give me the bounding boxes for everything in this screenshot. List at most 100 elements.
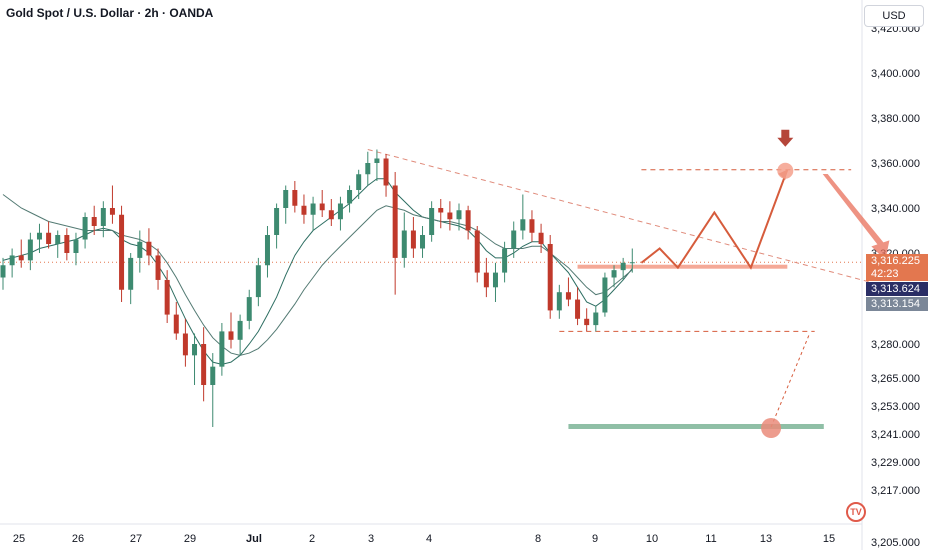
projection-path — [640, 169, 789, 270]
candle-body — [347, 190, 353, 204]
candle-body — [9, 255, 15, 266]
candle-body — [182, 333, 188, 356]
ma-slow-tag: 3,313.154 — [866, 297, 928, 311]
x-tick-label: 15 — [823, 533, 835, 545]
x-tick-label: 26 — [72, 533, 84, 545]
candle-body — [0, 265, 6, 278]
y-tick-label: 3,360.000 — [871, 158, 920, 170]
x-tick-label: 9 — [592, 533, 598, 545]
y-tick-label: 3,253.000 — [871, 401, 920, 413]
candle-body — [502, 248, 508, 273]
y-tick-label: 3,241.000 — [871, 429, 920, 441]
x-tick-label: 10 — [646, 533, 658, 545]
x-tick-label: 2 — [309, 533, 315, 545]
y-tick-label: 3,265.000 — [871, 373, 920, 385]
candle-body — [602, 277, 608, 313]
candle-body — [164, 279, 170, 315]
candle-body — [520, 219, 526, 231]
resistance-target-marker — [777, 162, 794, 179]
candle-body — [401, 230, 407, 258]
candle-body — [274, 208, 280, 235]
candle-body — [575, 299, 581, 319]
drop-arrow — [822, 174, 890, 261]
y-tick-label: 3,380.000 — [871, 113, 920, 125]
x-tick-label: 3 — [368, 533, 374, 545]
candle-body — [593, 312, 599, 326]
candle-body — [620, 262, 626, 271]
candle-body — [447, 212, 453, 220]
candle-body — [492, 272, 498, 288]
down-arrow-icon — [777, 129, 794, 147]
candle-body — [173, 314, 179, 334]
x-tick-label: 8 — [535, 533, 541, 545]
target-level-band — [568, 424, 824, 429]
candle-body — [538, 232, 544, 244]
candle-body — [356, 174, 362, 190]
x-tick-label: 11 — [705, 533, 716, 545]
candle-body — [201, 344, 207, 385]
candle-body — [210, 366, 216, 385]
candle-body — [319, 203, 325, 211]
candle-body — [310, 203, 316, 215]
candle-body — [337, 203, 343, 220]
x-tick-label: 29 — [184, 533, 196, 545]
candle-body — [219, 331, 225, 367]
x-tick-label: 4 — [426, 533, 432, 545]
candle-body — [128, 257, 134, 290]
x-tick-label: Jul — [246, 533, 262, 545]
candle-body — [547, 244, 553, 311]
candle-body — [565, 292, 571, 300]
candle-body — [511, 230, 517, 249]
candle-body — [420, 235, 426, 249]
y-tick-label: 3,340.000 — [871, 203, 920, 215]
candle-body — [82, 217, 88, 240]
support-box — [577, 264, 788, 269]
candle-body — [91, 217, 97, 226]
ma-fast-line — [2, 178, 633, 365]
candle-body — [36, 232, 42, 240]
candle-body — [255, 265, 261, 298]
candle-body — [100, 208, 106, 226]
candle-body — [46, 232, 52, 244]
candle-body — [119, 214, 125, 290]
candle-body — [611, 270, 617, 278]
ma-slow-line — [2, 194, 633, 356]
target-level-marker — [761, 418, 782, 438]
candle-body — [55, 235, 61, 244]
x-tick-label: 25 — [13, 533, 25, 545]
candle-body — [137, 241, 143, 258]
tradingview-logo-icon[interactable]: TV — [846, 502, 866, 522]
y-tick-label: 3,229.000 — [871, 457, 920, 469]
ma-fast-tag: 3,313.624 — [866, 282, 928, 296]
trendline — [367, 149, 911, 294]
candle-body — [556, 292, 562, 311]
chart-title: Gold Spot / U.S. Dollar · 2h · OANDA — [6, 6, 214, 20]
candle-body — [27, 239, 33, 261]
y-tick-label: 3,205.000 — [871, 537, 920, 549]
candle-body — [410, 230, 416, 249]
candle-body — [629, 262, 635, 264]
y-tick-label: 3,400.000 — [871, 68, 920, 80]
x-tick-label: 13 — [760, 533, 772, 545]
candle-body — [18, 255, 24, 261]
current-price-label: 3,316.225 — [871, 255, 920, 267]
currency-button[interactable]: USD — [864, 5, 924, 27]
candle-body — [483, 272, 489, 288]
candle-body — [474, 230, 480, 273]
candle-body — [64, 235, 70, 253]
candle-body — [237, 320, 243, 340]
candle-body — [246, 297, 252, 321]
candle-body — [264, 235, 270, 266]
candle-body — [383, 158, 389, 186]
candle-body — [429, 208, 435, 235]
candle-body — [456, 210, 462, 220]
candle-body — [365, 163, 371, 175]
candle-body — [228, 331, 234, 340]
candle-body — [109, 208, 115, 215]
x-tick-label: 27 — [130, 533, 142, 545]
candle-body — [392, 185, 398, 258]
candle-body — [584, 318, 590, 326]
countdown-label: 42:23 — [871, 268, 899, 280]
